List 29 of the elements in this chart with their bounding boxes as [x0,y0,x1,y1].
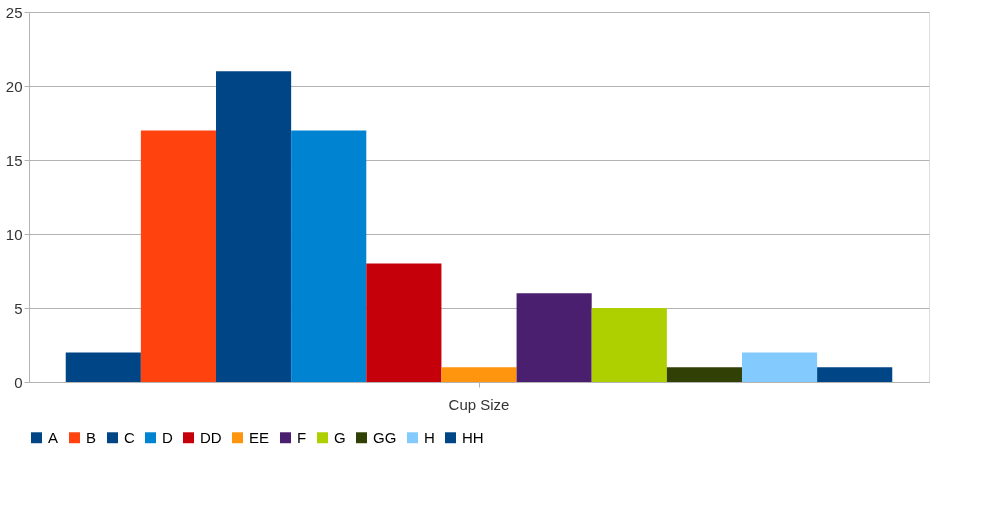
bar [366,263,442,382]
y-tick-label: 5 [14,299,23,317]
y-tick-label: 15 [5,151,23,169]
x-tick-label: Cup Size [448,395,510,413]
bar [591,308,667,382]
legend-label: EE [249,428,270,446]
legend-label: C [124,428,135,446]
bar [441,367,517,382]
bar [516,293,592,382]
legend-label: D [162,428,173,446]
bar [741,352,818,382]
bar [216,71,292,382]
legend-label: A [48,428,59,446]
legend-label: DD [200,428,222,446]
bar [666,367,742,382]
legend-label: F [297,428,307,446]
bar [291,130,367,382]
bar [140,130,217,382]
bar [65,352,141,382]
legend-label: HH [462,428,484,446]
bar [817,367,893,382]
y-tick-label: 0 [14,373,23,391]
legend-label: GG [373,428,397,446]
y-tick-label: 10 [5,225,23,243]
y-tick-label: 20 [5,77,23,95]
legend-label: B [86,428,97,446]
y-tick-label: 25 [5,3,23,21]
legend-label: H [424,428,435,446]
legend-label: G [334,428,346,446]
